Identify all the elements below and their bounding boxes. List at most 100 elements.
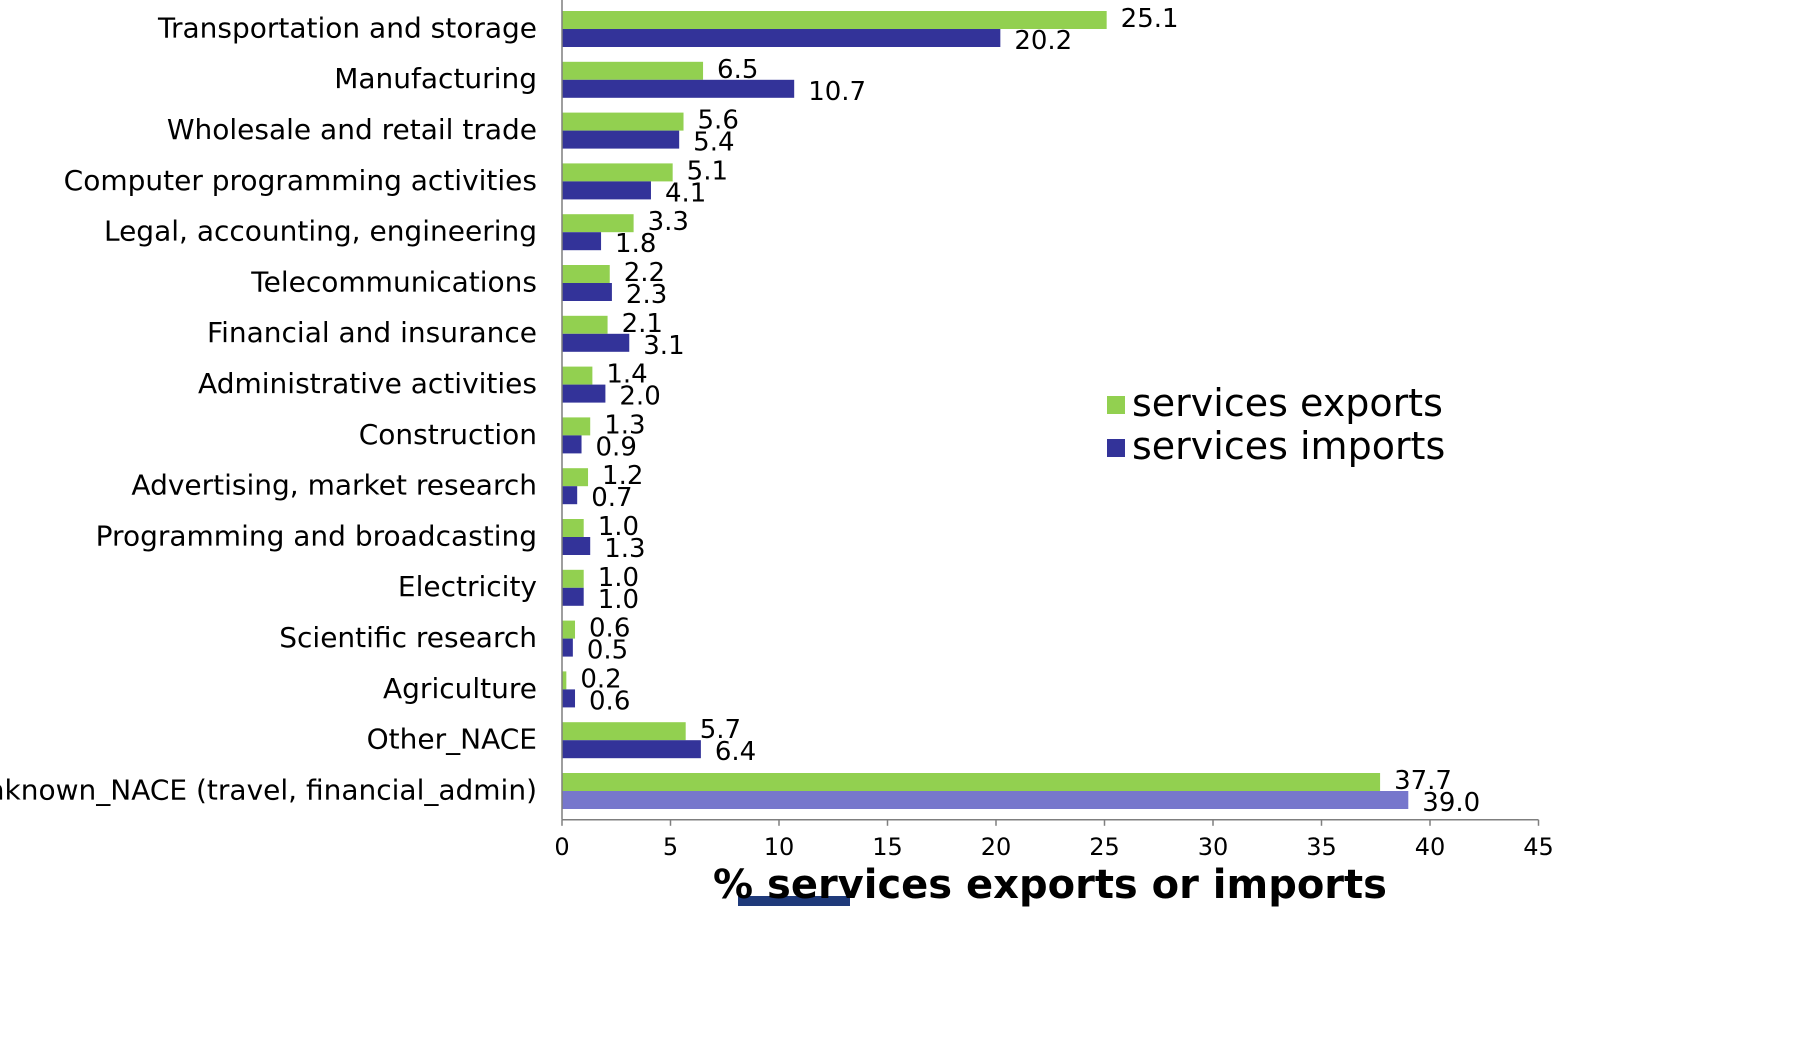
bar-exports: [562, 11, 1107, 29]
data-label-exports: 37.7: [1394, 766, 1452, 796]
bar-exports: [562, 214, 634, 233]
bar-exports: [562, 519, 584, 537]
bar-imports: [562, 29, 1001, 47]
bar-imports: [562, 740, 701, 759]
bar-imports: [562, 181, 651, 200]
category-label: Programming and broadcasting: [96, 519, 537, 552]
category-label: Legal, accounting, engineering: [104, 215, 537, 248]
category-label: Construction: [359, 418, 537, 451]
data-label-exports: 0.2: [580, 664, 621, 694]
bar-imports: [562, 689, 576, 708]
category-label: Telecommunications: [250, 265, 537, 298]
category-label: Electricity: [398, 570, 537, 603]
x-tick-label: 45: [1523, 833, 1554, 861]
legend-label-exports: services exports: [1132, 381, 1443, 425]
bar-exports: [562, 671, 567, 690]
category-label: Agriculture: [383, 672, 537, 705]
data-label-imports: 3.1: [643, 331, 684, 361]
data-label-imports: 0.5: [587, 636, 628, 666]
category-label: Computer programming activities: [64, 164, 537, 197]
bar-imports: [562, 283, 612, 301]
data-label-imports: 2.0: [619, 382, 660, 412]
bar-imports: [562, 130, 680, 149]
data-label-exports: 3.3: [648, 207, 689, 237]
data-label-imports: 2.3: [626, 280, 667, 310]
category-label: Scientific research: [279, 621, 537, 654]
bar-exports: [562, 620, 576, 639]
decorative-underline: [738, 896, 850, 906]
data-label-exports: 1.3: [604, 410, 645, 440]
legend-swatch-imports: [1107, 439, 1125, 457]
bar-imports: [562, 638, 573, 657]
category-labels: Transportation and storage Manufacturing W…: [0, 11, 537, 806]
x-tick-label: 5: [663, 833, 678, 861]
x-tick-label: 0: [554, 833, 569, 861]
data-label-exports: 5.7: [700, 715, 741, 745]
data-label-imports: 10.7: [808, 77, 866, 107]
data-label-exports: 1.4: [606, 360, 647, 390]
data-label-exports: 0.6: [589, 614, 630, 644]
bar-exports: [562, 366, 593, 385]
data-label-exports: 25.1: [1121, 4, 1179, 34]
data-label-imports: 0.9: [596, 432, 637, 462]
x-tick-label: 10: [764, 833, 795, 861]
category-label: Wholesale and retail trade: [167, 113, 537, 146]
data-label-exports: 5.1: [687, 156, 728, 186]
bar-imports: [562, 435, 582, 454]
data-label-exports: 1.0: [598, 563, 639, 593]
data-label-exports: 1.0: [598, 512, 639, 542]
bar-exports: [562, 468, 589, 487]
bar-imports: [562, 333, 630, 352]
legend-label-imports: services imports: [1132, 424, 1445, 468]
data-label-exports: 1.2: [602, 461, 643, 491]
bar-imports: [562, 384, 606, 403]
category-label: Advertising, market research: [131, 469, 537, 502]
data-label-imports: 5.4: [693, 128, 734, 158]
bar-exports: [562, 569, 584, 588]
value-labels: 25.120.26.510.75.65.45.14.13.31.82.22.32…: [580, 4, 1480, 818]
data-label-imports: 0.6: [589, 686, 630, 716]
data-label-exports: 2.2: [624, 258, 665, 288]
bar-exports: [562, 773, 1381, 791]
data-label-exports: 6.5: [717, 55, 758, 85]
data-label-imports: 39.0: [1422, 788, 1480, 818]
data-label-exports: 2.1: [622, 309, 663, 339]
data-label-imports: 1.0: [598, 585, 639, 615]
bar-exports: [562, 61, 704, 80]
bar-imports: [562, 537, 591, 555]
bars-group: [562, 11, 1409, 809]
legend: services exports services imports: [1107, 381, 1445, 468]
bar-imports: [562, 79, 795, 98]
data-label-imports: 1.3: [604, 534, 645, 564]
bar-exports: [562, 112, 684, 131]
data-label-exports: 5.6: [698, 106, 739, 136]
data-label-imports: 0.7: [591, 483, 632, 513]
x-tick-label: 35: [1306, 833, 1337, 861]
x-axis-title: % services exports or imports: [713, 862, 1387, 908]
bar-exports: [562, 722, 686, 741]
x-ticks: 0 5 10 15 20 25 30 35 40 45: [554, 819, 1554, 861]
category-label: Manufacturing: [334, 62, 537, 95]
bar-imports: [562, 232, 602, 251]
category-label: Financial and insurance: [207, 316, 537, 349]
data-label-imports: 20.2: [1014, 26, 1072, 56]
category-label: Other_NACE: [367, 723, 537, 756]
category-label: Transportation and storage: [157, 11, 537, 44]
data-label-imports: 4.1: [665, 178, 706, 208]
legend-swatch-exports: [1107, 396, 1125, 414]
category-label: Unknown_NACE (travel, financial_admin): [0, 773, 537, 806]
category-label: Administrative activities: [198, 367, 537, 400]
bar-exports: [562, 417, 591, 436]
data-label-imports: 6.4: [715, 737, 756, 767]
bar-exports: [562, 265, 610, 283]
bar-imports: [562, 791, 1409, 809]
x-tick-label: 15: [872, 833, 903, 861]
x-tick-label: 20: [981, 833, 1012, 861]
bar-exports: [562, 163, 673, 182]
x-tick-label: 40: [1415, 833, 1446, 861]
x-tick-label: 30: [1198, 833, 1229, 861]
data-label-imports: 1.8: [615, 229, 656, 259]
bar-exports: [562, 315, 608, 334]
x-tick-label: 25: [1089, 833, 1120, 861]
